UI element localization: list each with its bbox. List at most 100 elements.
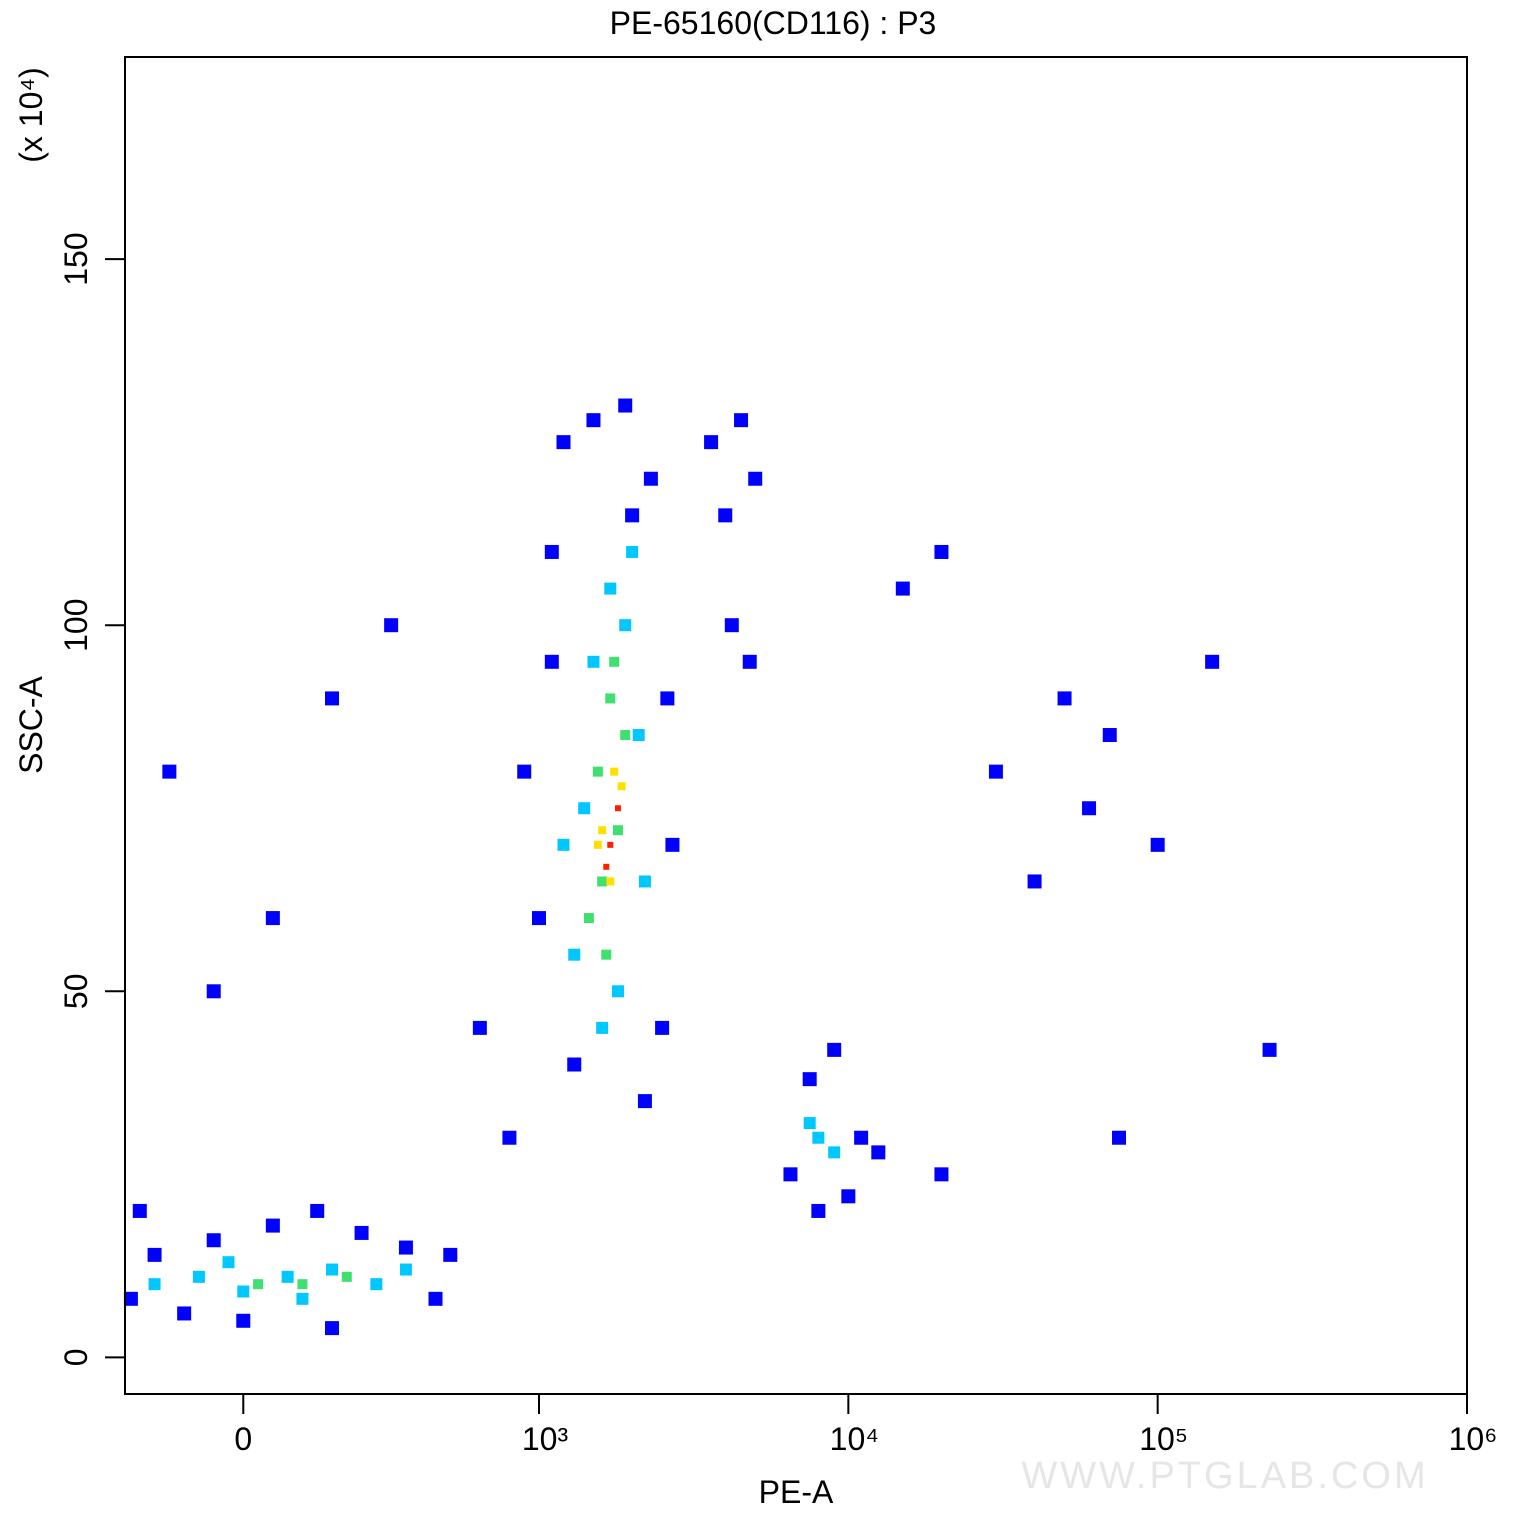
data-point: [610, 767, 619, 776]
data-point: [1262, 1042, 1277, 1057]
data-point: [596, 1021, 609, 1034]
x-axis-label: PE-A: [759, 1474, 834, 1510]
data-point: [612, 825, 623, 836]
data-point: [827, 1042, 842, 1057]
y-tick-label: 100: [58, 598, 94, 651]
plot-area: [123, 398, 1277, 1336]
data-point: [637, 1094, 652, 1109]
data-point: [1205, 654, 1220, 669]
data-point: [354, 1225, 369, 1240]
x-tick-label: 10⁵: [1139, 1421, 1188, 1457]
data-point: [544, 654, 559, 669]
data-point: [587, 655, 600, 668]
x-tick-label: 10³: [522, 1421, 569, 1457]
data-point: [532, 911, 546, 926]
y-axis-unit: (x 10⁴): [13, 67, 49, 163]
data-point: [502, 1130, 517, 1145]
data-point: [828, 1146, 841, 1159]
data-point: [724, 618, 739, 633]
data-point: [265, 1218, 280, 1233]
data-point: [296, 1292, 309, 1305]
data-point: [568, 948, 581, 961]
data-point: [147, 1247, 162, 1262]
data-point: [605, 693, 616, 704]
data-point: [148, 1278, 161, 1291]
data-point: [988, 764, 1003, 779]
data-point: [192, 1270, 205, 1283]
data-point: [578, 802, 591, 815]
x-tick-label: 0: [234, 1421, 252, 1457]
y-tick-label: 0: [58, 1348, 94, 1366]
watermark: WWW.PTGLAB.COM: [1021, 1455, 1428, 1497]
data-point: [841, 1189, 856, 1204]
data-point: [236, 1313, 251, 1328]
data-point: [607, 841, 614, 848]
data-point: [297, 1279, 308, 1290]
data-point: [734, 413, 749, 428]
data-point: [583, 913, 594, 924]
data-point: [665, 837, 680, 852]
data-point: [1057, 691, 1072, 706]
data-point: [206, 984, 221, 999]
data-point: [123, 1291, 138, 1306]
data-point: [592, 766, 603, 777]
data-point: [398, 1240, 413, 1255]
data-point: [341, 1271, 352, 1282]
data-point: [162, 764, 177, 779]
data-point: [222, 1256, 235, 1269]
y-tick-label: 50: [58, 973, 94, 1009]
data-point: [567, 1057, 582, 1072]
data-point: [603, 863, 610, 870]
data-point: [626, 545, 639, 558]
data-point: [812, 1131, 825, 1144]
data-point: [643, 471, 658, 486]
data-point: [632, 729, 645, 742]
data-point: [611, 985, 624, 998]
data-point: [617, 782, 626, 791]
data-point: [598, 826, 607, 835]
data-point: [1082, 801, 1097, 816]
data-point: [811, 1203, 826, 1218]
data-point: [325, 1321, 339, 1336]
data-point: [443, 1247, 458, 1262]
data-point: [802, 1072, 817, 1087]
data-point: [1027, 874, 1042, 889]
data-point: [604, 582, 617, 595]
data-point: [237, 1285, 250, 1298]
data-point: [934, 544, 949, 559]
data-point: [326, 1263, 338, 1276]
data-point: [265, 911, 280, 926]
data-point: [177, 1306, 192, 1321]
data-point: [620, 730, 631, 741]
data-point: [1112, 1130, 1127, 1145]
data-point: [854, 1130, 869, 1145]
data-point: [609, 656, 620, 667]
data-point: [253, 1279, 264, 1290]
data-point: [704, 435, 719, 450]
data-point: [638, 875, 651, 888]
data-point: [281, 1270, 294, 1283]
data-point: [206, 1233, 221, 1248]
data-point: [399, 1263, 412, 1276]
data-point: [370, 1278, 383, 1291]
data-point: [593, 840, 602, 849]
data-point: [742, 654, 757, 669]
data-point: [384, 618, 399, 633]
y-axis-label: SSC-A: [13, 675, 49, 773]
y-tick-label: 150: [58, 232, 94, 285]
data-point: [517, 764, 532, 779]
data-point: [1150, 837, 1165, 852]
data-point: [614, 805, 621, 812]
data-point: [586, 413, 601, 428]
data-point: [895, 581, 910, 596]
data-point: [660, 691, 675, 706]
data-point: [428, 1291, 443, 1306]
data-point: [803, 1117, 816, 1130]
data-point: [1102, 728, 1117, 743]
data-point: [597, 876, 608, 887]
data-point: [619, 619, 632, 632]
data-point: [655, 1020, 670, 1035]
x-tick-label: 10⁶: [1449, 1421, 1498, 1457]
data-point: [748, 471, 763, 486]
